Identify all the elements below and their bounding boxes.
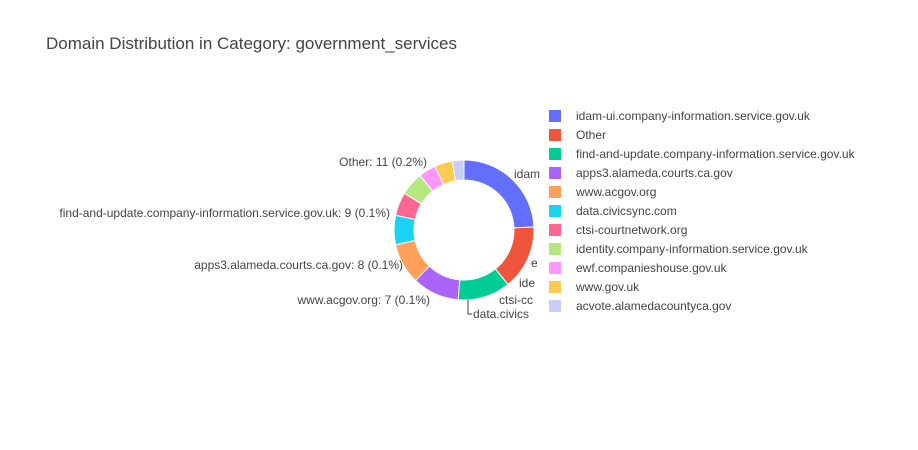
chart-title: Domain Distribution in Category: governm… bbox=[46, 34, 458, 53]
slice-label-1: Other: 11 (0.2%) bbox=[339, 155, 427, 169]
legend-item[interactable]: ewf.companieshouse.gov.uk bbox=[549, 258, 855, 277]
legend-label: Other bbox=[576, 127, 607, 142]
legend-label: identity.company-information.service.gov… bbox=[576, 241, 808, 256]
legend-label: www.gov.uk bbox=[576, 279, 640, 294]
legend-swatch bbox=[549, 128, 561, 141]
legend-item[interactable]: identity.company-information.service.gov… bbox=[549, 239, 855, 258]
legend-swatch bbox=[549, 204, 561, 217]
legend-swatch bbox=[549, 223, 561, 236]
slice-label-truncated-1: e bbox=[531, 256, 538, 270]
legend-swatch bbox=[549, 299, 561, 312]
legend-swatch bbox=[549, 280, 561, 293]
legend-label: apps3.alameda.courts.ca.gov bbox=[576, 165, 733, 180]
legend-swatch bbox=[549, 242, 561, 255]
donut-slices bbox=[393, 159, 535, 301]
legend-item[interactable]: data.civicsync.com bbox=[549, 201, 855, 220]
legend-label: find-and-update.company-information.serv… bbox=[576, 146, 855, 161]
legend-item[interactable]: Other bbox=[549, 125, 855, 144]
legend-swatch bbox=[549, 261, 561, 274]
slice-labels: Other: 11 (0.2%) find-and-update.company-… bbox=[59, 155, 540, 321]
legend-swatch bbox=[549, 147, 561, 160]
slice-5[interactable] bbox=[393, 214, 416, 246]
slice-label-truncated-0: idam bbox=[514, 167, 540, 181]
slice-label-truncated-2: ide bbox=[519, 276, 535, 290]
slice-10[interactable] bbox=[451, 159, 465, 182]
slice-label-4: www.acgov.org: 7 (0.1%) bbox=[297, 293, 431, 307]
legend-item[interactable]: acvote.alamedacountyca.gov bbox=[549, 296, 855, 315]
legend-label: idam-ui.company-information.service.gov.… bbox=[576, 108, 810, 123]
legend-item[interactable]: www.acgov.org bbox=[549, 182, 855, 201]
legend-label: www.acgov.org bbox=[576, 184, 657, 199]
legend-swatch bbox=[549, 166, 561, 179]
slice-label-truncated-4: data.civics bbox=[473, 307, 529, 321]
legend-item[interactable]: apps3.alameda.courts.ca.gov bbox=[549, 163, 855, 182]
legend-label: acvote.alamedacountyca.gov bbox=[576, 298, 732, 313]
legend-item[interactable]: idam-ui.company-information.service.gov.… bbox=[549, 106, 855, 125]
leader-line bbox=[467, 300, 472, 315]
legend-label: ctsi-courtnetwork.org bbox=[576, 222, 688, 237]
legend-item[interactable]: find-and-update.company-information.serv… bbox=[549, 144, 855, 163]
slice-label-3: apps3.alameda.courts.ca.gov: 8 (0.1%) bbox=[194, 258, 403, 272]
legend-label: ewf.companieshouse.gov.uk bbox=[576, 260, 727, 275]
legend: idam-ui.company-information.service.gov.… bbox=[549, 106, 855, 315]
legend-item[interactable]: www.gov.uk bbox=[549, 277, 855, 296]
legend-swatch bbox=[549, 109, 561, 122]
slice-label-truncated-3: ctsi-cc bbox=[499, 293, 533, 307]
legend-item[interactable]: ctsi-courtnetwork.org bbox=[549, 220, 855, 239]
slice-label-2: find-and-update.company-information.serv… bbox=[59, 206, 390, 220]
legend-label: data.civicsync.com bbox=[576, 203, 677, 218]
legend-swatch bbox=[549, 185, 561, 198]
